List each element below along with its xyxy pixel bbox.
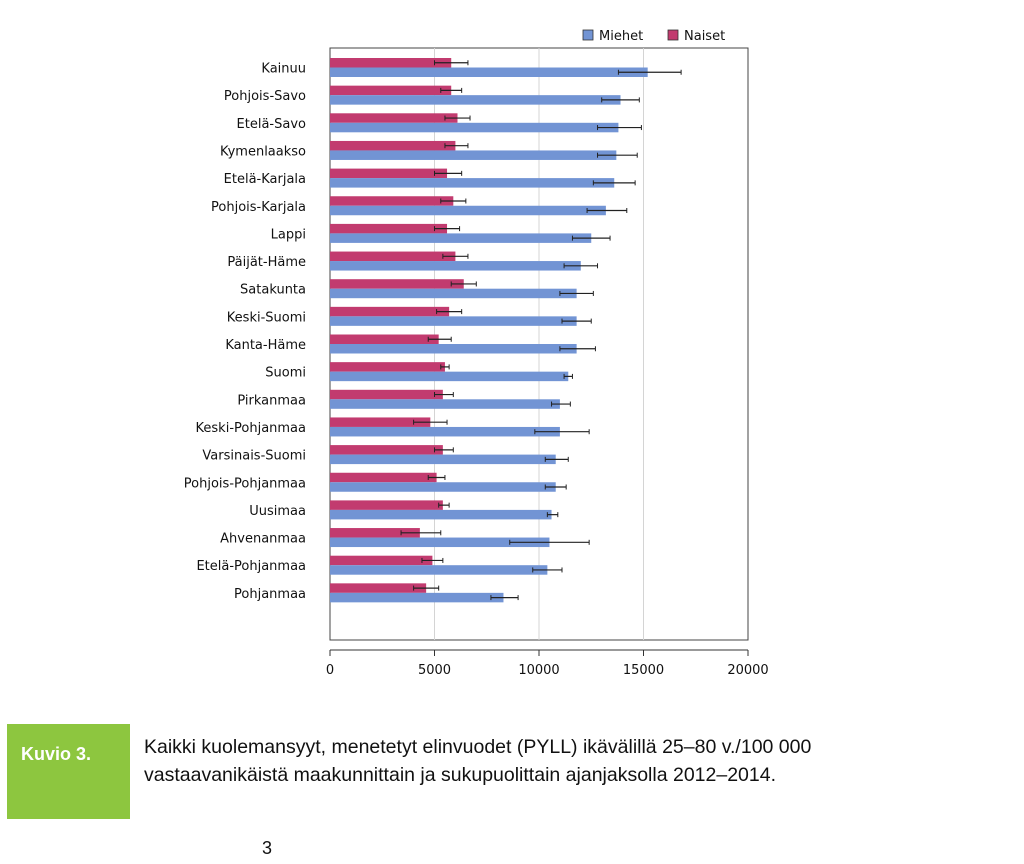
bar-miehet [330,95,621,105]
category-label: Uusimaa [249,504,306,519]
bar-miehet [330,509,552,520]
x-tick-label: 5000 [418,663,451,678]
bar-naiset [330,223,448,234]
category-label: Pohjois-Pohjanmaa [184,476,306,491]
bar-miehet [330,261,581,271]
category-label: Satakunta [240,283,306,298]
bar-naiset [330,472,437,483]
bar-miehet [330,565,548,575]
bar-miehet [330,150,617,160]
figure-label: Kuvio 3. [7,724,130,819]
bar-miehet [330,454,556,465]
bar-miehet [330,67,648,77]
legend-swatch-naiset [667,29,679,41]
bar-miehet [330,426,560,437]
category-label: Pirkanmaa [237,393,306,408]
bar-miehet [330,371,569,382]
category-label: Kanta-Häme [225,338,306,353]
x-tick-label: 20000 [727,663,768,678]
bar-naiset [330,445,443,455]
category-label: Lappi [271,227,306,242]
bar-naiset [330,417,431,427]
bar-naiset [330,85,452,96]
legend-label-miehet: Miehet [599,29,643,44]
category-label: Ahvenanmaa [220,532,306,547]
bar-naiset [330,389,443,400]
category-label: Päijät-Häme [227,255,306,270]
category-label: Keski-Pohjanmaa [196,421,306,436]
bar-naiset [330,528,420,538]
bar-miehet [330,482,556,492]
category-label: Suomi [265,366,306,381]
legend-swatch-miehet [582,29,594,41]
category-label: Keski-Suomi [227,310,306,325]
category-label: Varsinais-Suomi [202,449,306,464]
bar-miehet [330,316,577,326]
legend-label-naiset: Naiset [684,29,725,44]
bar-naiset [330,583,427,593]
bar-miehet [330,122,619,133]
bar-miehet [330,205,606,216]
bar-naiset [330,334,439,344]
bar-naiset [330,279,464,289]
page-number: 3 [262,838,273,858]
bar-naiset [330,113,458,123]
category-label: Etelä-Pohjanmaa [196,559,306,574]
bar-miehet [330,592,504,603]
bar-miehet [330,233,592,243]
x-tick-label: 0 [326,663,334,678]
bar-miehet [330,344,577,354]
x-tick-label: 15000 [623,663,664,678]
category-label: Kainuu [261,62,306,77]
bar-naiset [330,306,450,317]
bar-naiset [330,362,445,372]
category-label: Pohjois-Savo [224,89,306,104]
bar-naiset [330,58,452,68]
bar-naiset [330,196,454,206]
bar-naiset [330,251,456,262]
category-label: Kymenlaakso [220,144,306,159]
category-label: Pohjois-Karjala [211,200,306,215]
bar-naiset [330,168,448,179]
bar-miehet [330,178,615,188]
category-label: Pohjanmaa [234,587,306,602]
bar-chart: Kainuu Pohjois-Savo Etelä-Savo Kymenlaakso E… [184,29,769,678]
bar-naiset [330,500,443,510]
bar-miehet [330,537,550,548]
bar-naiset [330,140,456,151]
bar-miehet [330,288,577,299]
category-label: Etelä-Savo [237,117,306,132]
figure-caption: Kaikki kuolemansyyt, menetetyt elinvuode… [144,736,812,786]
category-label: Etelä-Karjala [224,172,306,187]
bar-miehet [330,399,560,409]
x-tick-label: 10000 [518,663,559,678]
bar-naiset [330,555,433,566]
